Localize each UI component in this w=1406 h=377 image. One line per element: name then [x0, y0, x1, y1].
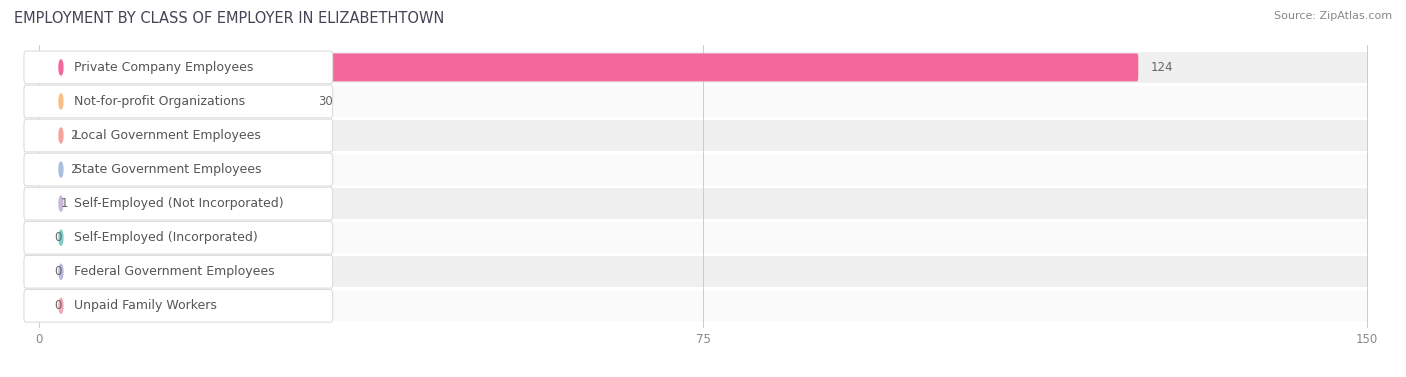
Text: 1: 1 — [60, 197, 69, 210]
FancyBboxPatch shape — [38, 54, 1139, 81]
Text: Not-for-profit Organizations: Not-for-profit Organizations — [75, 95, 246, 108]
FancyBboxPatch shape — [38, 121, 58, 150]
FancyBboxPatch shape — [39, 154, 1367, 185]
Circle shape — [59, 264, 63, 279]
FancyBboxPatch shape — [39, 86, 1367, 117]
Circle shape — [59, 128, 63, 143]
Circle shape — [59, 298, 63, 313]
Text: 30: 30 — [318, 95, 332, 108]
Text: Private Company Employees: Private Company Employees — [75, 61, 253, 74]
FancyBboxPatch shape — [39, 256, 1367, 287]
FancyBboxPatch shape — [39, 120, 1367, 151]
FancyBboxPatch shape — [39, 188, 1367, 219]
Text: Unpaid Family Workers: Unpaid Family Workers — [75, 299, 217, 313]
FancyBboxPatch shape — [24, 85, 333, 118]
FancyBboxPatch shape — [24, 256, 333, 288]
FancyBboxPatch shape — [38, 224, 42, 252]
Text: 2: 2 — [70, 129, 77, 142]
Text: Federal Government Employees: Federal Government Employees — [75, 265, 274, 278]
FancyBboxPatch shape — [38, 190, 49, 218]
FancyBboxPatch shape — [39, 291, 1367, 321]
FancyBboxPatch shape — [24, 51, 333, 84]
Circle shape — [59, 162, 63, 177]
FancyBboxPatch shape — [39, 222, 1367, 253]
Text: 0: 0 — [55, 299, 62, 313]
Text: 2: 2 — [70, 163, 77, 176]
Text: EMPLOYMENT BY CLASS OF EMPLOYER IN ELIZABETHTOWN: EMPLOYMENT BY CLASS OF EMPLOYER IN ELIZA… — [14, 11, 444, 26]
Text: Source: ZipAtlas.com: Source: ZipAtlas.com — [1274, 11, 1392, 21]
Text: Self-Employed (Incorporated): Self-Employed (Incorporated) — [75, 231, 257, 244]
FancyBboxPatch shape — [38, 87, 307, 115]
Text: 0: 0 — [55, 231, 62, 244]
Text: 124: 124 — [1150, 61, 1173, 74]
Text: 0: 0 — [55, 265, 62, 278]
Circle shape — [59, 60, 63, 75]
Circle shape — [59, 196, 63, 211]
FancyBboxPatch shape — [38, 258, 42, 286]
Text: State Government Employees: State Government Employees — [75, 163, 262, 176]
FancyBboxPatch shape — [24, 187, 333, 220]
FancyBboxPatch shape — [39, 52, 1367, 83]
FancyBboxPatch shape — [24, 290, 333, 322]
FancyBboxPatch shape — [38, 156, 58, 184]
FancyBboxPatch shape — [24, 221, 333, 254]
Text: Self-Employed (Not Incorporated): Self-Employed (Not Incorporated) — [75, 197, 284, 210]
Circle shape — [59, 94, 63, 109]
FancyBboxPatch shape — [24, 119, 333, 152]
Circle shape — [59, 230, 63, 245]
FancyBboxPatch shape — [38, 292, 42, 320]
FancyBboxPatch shape — [24, 153, 333, 186]
Text: Local Government Employees: Local Government Employees — [75, 129, 262, 142]
